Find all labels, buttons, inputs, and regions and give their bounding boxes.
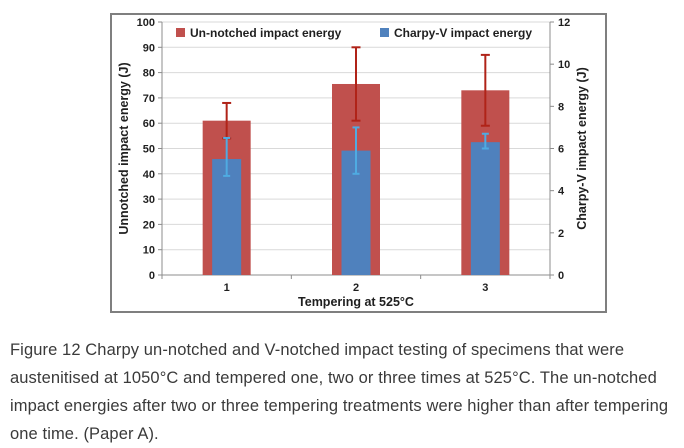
left-axis-tick-label: 20 xyxy=(143,219,155,231)
right-axis-tick-label: 10 xyxy=(558,59,570,71)
legend-label-charpyv: Charpy-V impact energy xyxy=(394,26,532,40)
left-axis-tick-label: 60 xyxy=(143,118,155,130)
left-axis-title: Unnotched impact energy (J) xyxy=(117,62,131,234)
x-category-label: 1 xyxy=(224,282,230,294)
legend-swatch-charpyv xyxy=(380,28,389,37)
impact-energy-chart: 0 10 20 30 40 50 60 70 80 90 100 0 2 4 6 8 10 12 1 2 3 Un-not… xyxy=(110,13,607,313)
legend-label-unnotched: Un-notched impact energy xyxy=(190,26,342,40)
left-axis-tick-label: 100 xyxy=(137,17,155,29)
right-axis-tick-label: 2 xyxy=(558,228,564,240)
right-axis-tick-label: 12 xyxy=(558,17,570,29)
left-axis-tick-label: 0 xyxy=(149,270,155,282)
left-axis-tick-label: 80 xyxy=(143,68,155,80)
left-axis-tick-label: 50 xyxy=(143,144,155,156)
right-axis-tick-label: 0 xyxy=(558,270,564,282)
left-axis-tick-label: 40 xyxy=(143,169,155,181)
bar-charpyv-3 xyxy=(470,142,500,275)
right-axis-title: Charpy-V impact energy (J) xyxy=(575,67,589,230)
left-axis-tick-label: 70 xyxy=(143,93,155,105)
legend-swatch-unnotched xyxy=(176,28,185,37)
left-axis-tick-label: 30 xyxy=(143,194,155,206)
right-axis-tick-label: 8 xyxy=(558,101,564,113)
right-axis-tick-label: 6 xyxy=(558,144,564,156)
x-category-label: 2 xyxy=(353,282,359,294)
left-axis-tick-label: 10 xyxy=(143,245,155,257)
bar-charpyv-1 xyxy=(212,159,242,275)
x-category-label: 3 xyxy=(482,282,488,294)
figure-caption: Figure 12 Charpy un-notched and V-notche… xyxy=(10,341,669,443)
right-axis-tick-label: 4 xyxy=(558,186,565,198)
left-axis-tick-label: 90 xyxy=(143,42,155,54)
x-axis-title: Tempering at 525°C xyxy=(298,295,414,309)
